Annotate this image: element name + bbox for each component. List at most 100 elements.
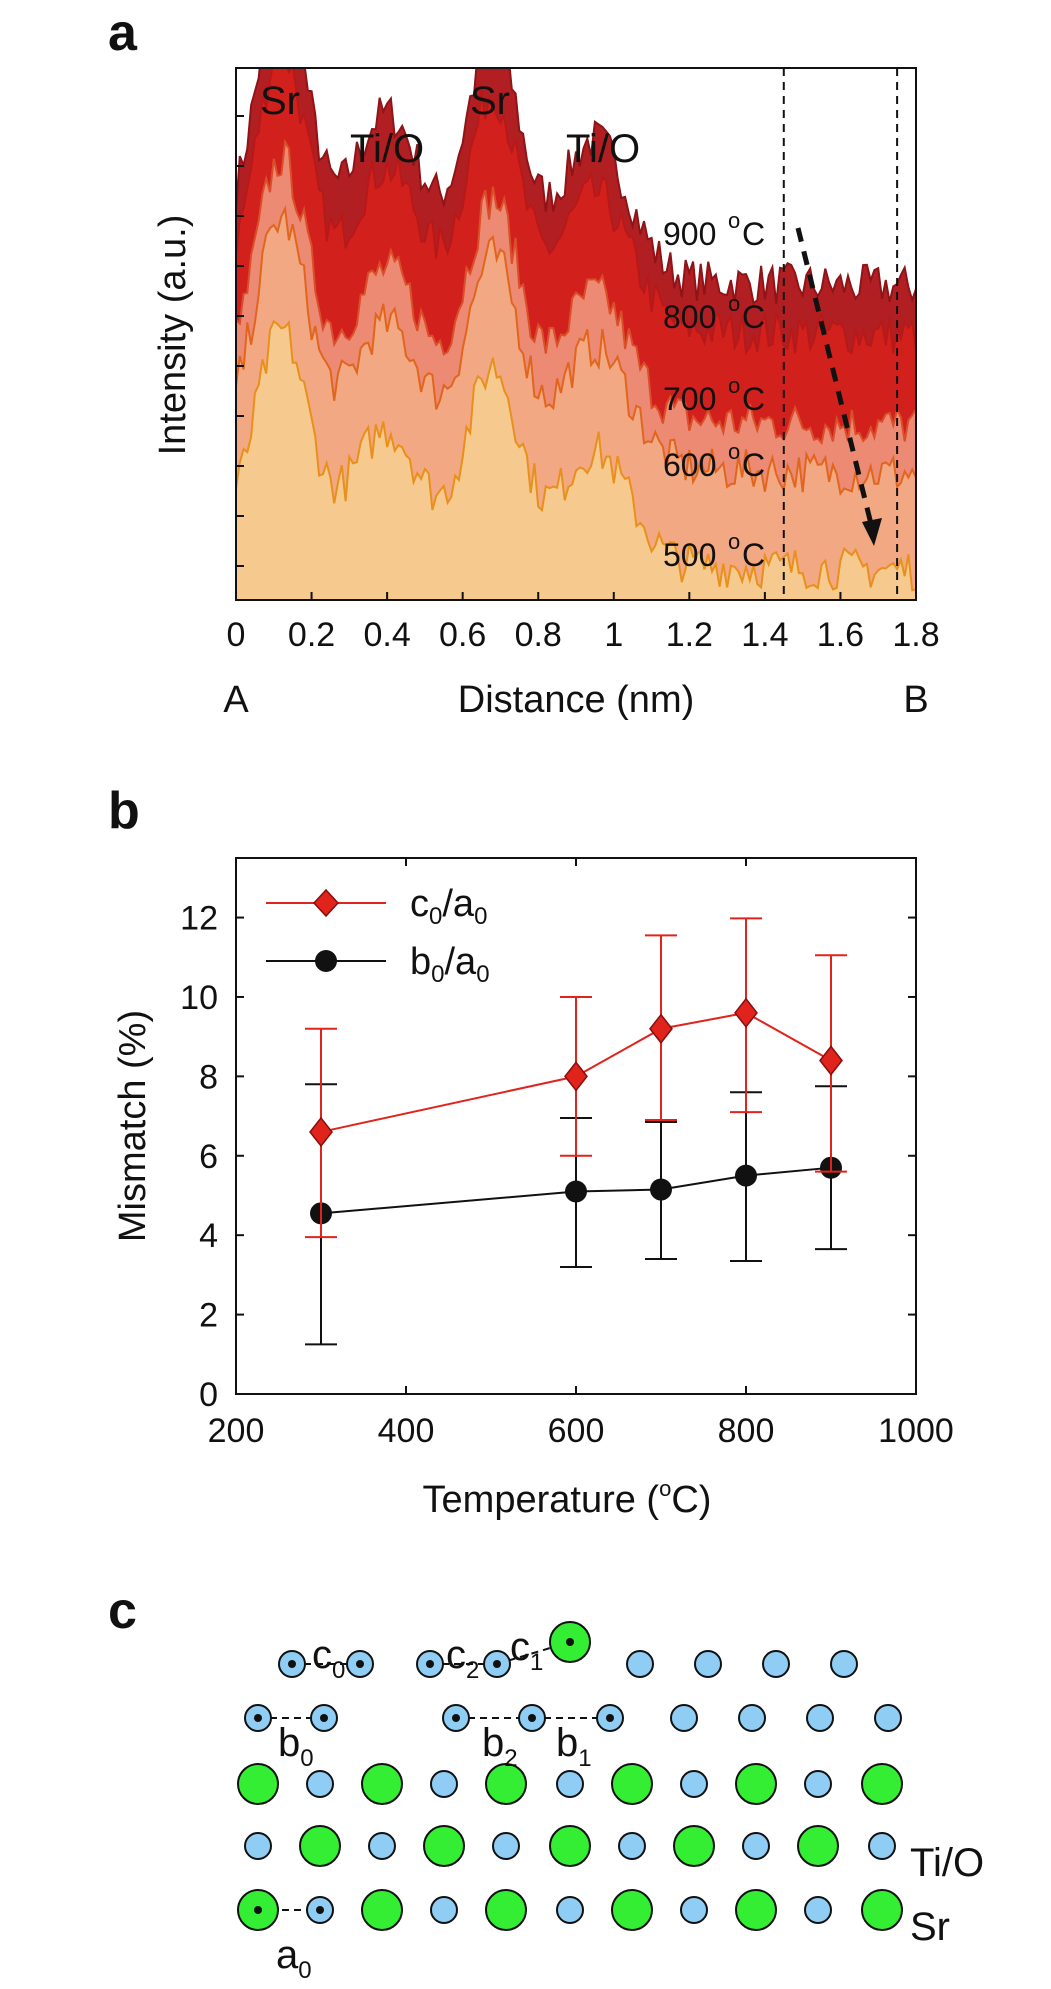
ti-o-atom (556, 1896, 584, 1924)
temp-label-500: 500 o C (663, 529, 765, 573)
end-label-b: B (903, 679, 928, 721)
x-tick-label-a: 1 (604, 616, 623, 654)
y-tick-label-b: 10 (180, 979, 218, 1017)
atom-center-dots (254, 1638, 614, 1914)
temp-label-700: 700 o C (663, 373, 765, 417)
peak-label-tio-1: Ti/O (350, 127, 424, 171)
ti-o-atom (368, 1832, 396, 1860)
sr-atom (361, 1763, 403, 1805)
x-axis-label-b: Temperature (oC) (423, 1476, 712, 1521)
legend-label-c0a0: c0/a0 (410, 883, 487, 930)
panel-b-label: b (108, 782, 140, 840)
y-tick-label-b: 4 (199, 1217, 218, 1255)
svg-text:o: o (728, 373, 740, 398)
x-tick-label-a: 1.2 (666, 616, 713, 654)
sr-atom (485, 1763, 527, 1805)
x-tick-label-b: 200 (208, 1412, 265, 1450)
label-c2: c2 (446, 1633, 479, 1684)
plot-a-frame (235, 67, 917, 601)
x-tick-label-a: 0.6 (439, 616, 486, 654)
legend: c0/a0 b0/a0 (266, 883, 490, 988)
x-tick-label-b: 400 (378, 1412, 435, 1450)
x-axis-label-a: Distance (nm) (458, 679, 695, 721)
ti-o-atom (694, 1650, 722, 1678)
ti-o-atom (874, 1704, 902, 1732)
ti-o-atom (556, 1770, 584, 1798)
y-tick-label-b: 8 (199, 1058, 218, 1096)
sr-atom (735, 1889, 777, 1931)
svg-text:o: o (728, 529, 740, 554)
reference-dashed-lines (782, 68, 899, 600)
peak-label-sr-2: Sr (470, 79, 510, 123)
y-tick-label-b: 0 (199, 1376, 218, 1414)
x-tick-label-a: 0.2 (288, 616, 335, 654)
sr-atom (485, 1889, 527, 1931)
legend-marker-circle (315, 950, 337, 972)
ti-o-atom (804, 1770, 832, 1798)
panel-a-label: a (108, 4, 138, 62)
center-dot (452, 1714, 460, 1722)
temp-label-600: 600 o C (663, 439, 765, 483)
sr-atom (797, 1825, 839, 1867)
ti-o-atom (738, 1704, 766, 1732)
x-tick-label-a: 1.8 (892, 616, 939, 654)
x-tick-label-a: 0 (227, 616, 246, 654)
x-tick-label-a: 0.8 (515, 616, 562, 654)
data-point-diamond (309, 1116, 333, 1148)
temp-label-900: 900 o C (663, 208, 765, 252)
label-b0: b0 (278, 1721, 314, 1772)
center-dot (606, 1714, 614, 1722)
sr-atom (549, 1825, 591, 1867)
legend-marker-diamond (312, 888, 340, 918)
svg-text:o: o (728, 439, 740, 464)
data-point-diamond (564, 1061, 588, 1092)
y-tick-label-b: 12 (180, 900, 218, 938)
panel-c-lattice: c0 c2 c1 b0 b2 b1 a0 Ti/O Sr (237, 1621, 984, 1984)
ti-o-atom (742, 1832, 770, 1860)
svg-text:C: C (742, 447, 765, 483)
ti-o-atom (430, 1770, 458, 1798)
center-dot (254, 1906, 262, 1914)
y-tick-label-b: 6 (199, 1138, 218, 1176)
center-dot (320, 1714, 328, 1722)
center-dot (426, 1660, 434, 1668)
data-point-circle (650, 1178, 672, 1201)
center-dot (356, 1660, 364, 1668)
center-dot (316, 1906, 324, 1914)
label-b2: b2 (482, 1721, 518, 1772)
center-dot (254, 1714, 262, 1722)
ti-o-atom (868, 1832, 896, 1860)
svg-text:C: C (742, 537, 765, 573)
sr-atom (861, 1763, 903, 1805)
y-tick-label-b: 2 (199, 1297, 218, 1335)
center-dot (528, 1714, 536, 1722)
ti-o-atom (762, 1650, 790, 1678)
svg-text:700: 700 (663, 381, 716, 417)
data-point-diamond (734, 997, 758, 1029)
series-b (305, 917, 847, 1346)
x-tick-label-a: 1.6 (817, 616, 864, 654)
sr-atom (735, 1763, 777, 1805)
row-label-sr: Sr (910, 1905, 950, 1949)
axes-b: 200 400 600 800 1000 0 2 4 6 8 10 12 (180, 858, 954, 1450)
end-label-a: A (223, 679, 249, 721)
legend-label-b0a0: b0/a0 (410, 941, 490, 988)
svg-text:800: 800 (663, 299, 716, 335)
y-axis-label-a: Intensity (a.u.) (152, 215, 194, 456)
ti-o-atom (618, 1832, 646, 1860)
area-series-500 (236, 319, 916, 600)
y-axis-label-b: Mismatch (%) (112, 1010, 154, 1242)
ti-o-atom (244, 1832, 272, 1860)
sr-atom (611, 1889, 653, 1931)
intensity-areas (236, 68, 916, 600)
svg-text:C: C (742, 216, 765, 252)
x-tick-label-b: 1000 (878, 1412, 954, 1450)
sr-atom (237, 1763, 279, 1805)
data-point-circle (565, 1180, 587, 1203)
sr-atom (673, 1825, 715, 1867)
sr-atom (299, 1825, 341, 1867)
svg-text:o: o (728, 208, 740, 233)
temp-label-800: 800 o C (663, 291, 765, 335)
ti-o-atom (806, 1704, 834, 1732)
